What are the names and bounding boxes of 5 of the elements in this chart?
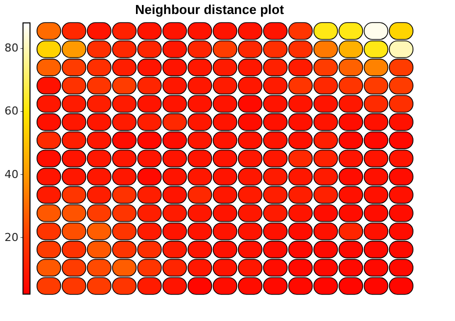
color-bar-label: 40 bbox=[4, 168, 18, 181]
color-bar-label: 60 bbox=[4, 104, 18, 118]
color-bar-label: 80 bbox=[4, 42, 18, 55]
color-bar-label: 20 bbox=[4, 230, 18, 244]
chart-title: Neighbour distance plot bbox=[135, 2, 285, 17]
